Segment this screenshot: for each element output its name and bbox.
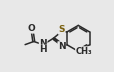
Text: S: S — [58, 25, 65, 34]
Text: N: N — [57, 42, 65, 51]
Text: CH₃: CH₃ — [75, 47, 91, 56]
Text: H: H — [39, 45, 47, 54]
Text: N: N — [39, 39, 47, 48]
Text: O: O — [27, 24, 35, 33]
